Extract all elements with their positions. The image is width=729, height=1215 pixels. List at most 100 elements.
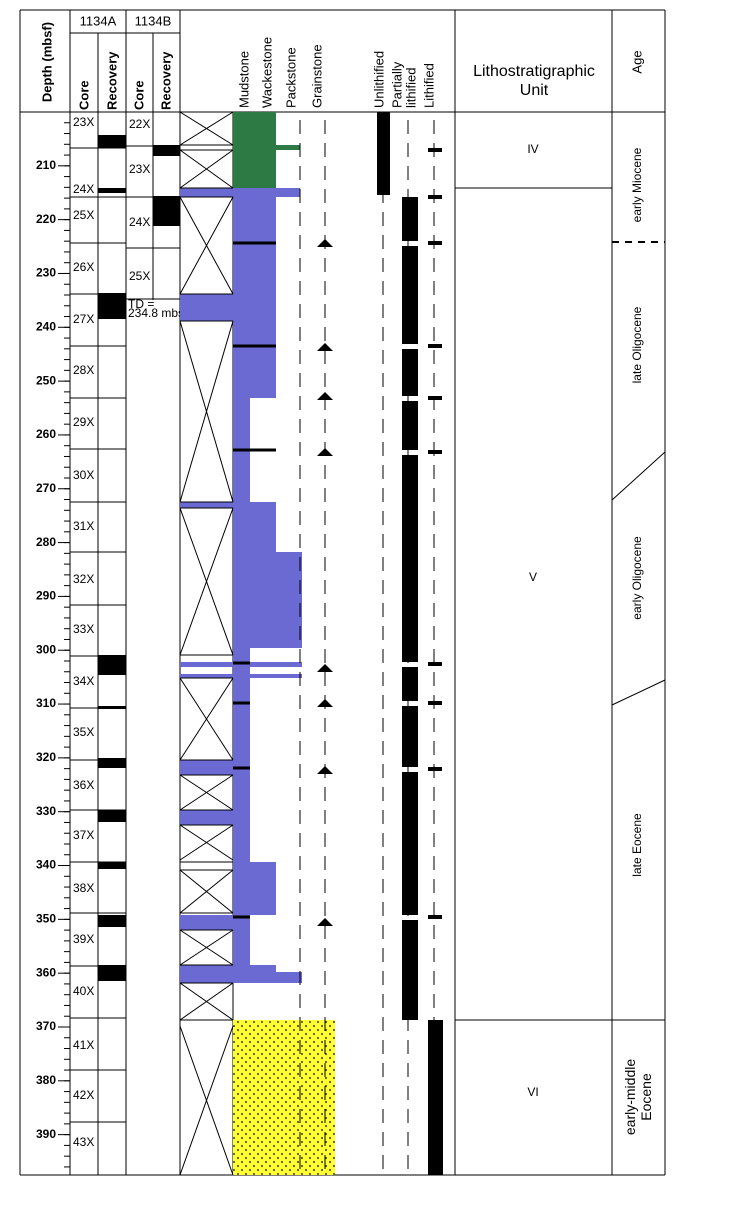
induration <box>428 148 442 152</box>
depth-label: 350 <box>36 912 56 926</box>
induration <box>428 767 442 771</box>
lithology <box>233 1020 335 1175</box>
induration <box>402 246 418 344</box>
recovery-gap <box>98 965 126 981</box>
induration <box>428 195 442 199</box>
induration <box>402 667 418 701</box>
unit-label: V <box>529 570 537 584</box>
core-header: Core <box>131 80 146 110</box>
core-label: 22X <box>129 117 150 131</box>
core-label: 29X <box>73 415 94 429</box>
rule <box>179 982 234 1021</box>
lithology-header: Wackestone <box>259 37 274 108</box>
recovery-gap <box>98 655 126 675</box>
depth-label: 270 <box>36 481 56 495</box>
recovery-gap <box>98 706 126 709</box>
lithology-header: Packstone <box>283 47 298 108</box>
rule <box>179 111 234 146</box>
core-label: 25X <box>129 269 150 283</box>
induration <box>402 920 418 1020</box>
lithology <box>180 502 276 508</box>
recovery-gap <box>98 810 126 822</box>
age-header: Age <box>629 50 644 73</box>
induration <box>428 701 442 705</box>
depth-label: 210 <box>36 158 56 172</box>
depth-label: 380 <box>36 1073 56 1087</box>
age-label: early Miocene <box>630 147 644 222</box>
rule <box>179 929 234 966</box>
core-label: 23X <box>129 162 150 176</box>
induration <box>402 349 418 396</box>
rule <box>611 679 666 706</box>
induration-header: lithified <box>403 68 418 108</box>
age-label: late Eocene <box>630 813 644 877</box>
hardground <box>233 661 250 665</box>
lithology <box>233 321 276 398</box>
depth-label: 250 <box>36 373 56 387</box>
core-label: 38X <box>73 881 94 895</box>
recovery-gap <box>153 196 180 226</box>
rule <box>179 824 234 861</box>
depth-label: 320 <box>36 750 56 764</box>
hardground <box>233 344 276 348</box>
hardground <box>233 448 276 452</box>
lithology <box>233 197 276 294</box>
grainstone-marker <box>317 448 333 456</box>
age-label: early Oligocene <box>630 536 644 620</box>
induration-header: Unlithified <box>371 51 386 108</box>
lithology <box>180 760 250 775</box>
lithology <box>233 825 250 862</box>
induration <box>428 662 442 666</box>
core-label: 28X <box>73 363 94 377</box>
grainstone-marker <box>317 664 333 672</box>
unit-label: VI <box>527 1085 538 1099</box>
lithology <box>180 294 276 321</box>
td-note: 234.8 mbsf <box>128 306 188 320</box>
lithology <box>233 930 250 965</box>
recovery-gap <box>98 293 126 319</box>
recovery-gap <box>98 915 126 927</box>
induration <box>428 241 442 245</box>
grainstone-marker <box>317 343 333 351</box>
depth-label: 280 <box>36 535 56 549</box>
depth-label: 310 <box>36 696 56 710</box>
core-header: Core <box>76 80 91 110</box>
lithology <box>180 674 302 678</box>
hardground <box>233 241 276 245</box>
recovery-gap <box>98 135 126 148</box>
core-label: 36X <box>73 778 94 792</box>
core-label: 41X <box>73 1038 94 1052</box>
unit-label: IV <box>527 142 538 156</box>
depth-header: Depth (mbsf) <box>39 22 54 102</box>
core-label: 35X <box>73 725 94 739</box>
induration <box>402 197 418 241</box>
lithology <box>233 678 250 760</box>
grainstone-marker <box>317 699 333 707</box>
induration <box>428 1020 443 1175</box>
depth-label: 330 <box>36 804 56 818</box>
induration-header: Partially <box>389 61 404 108</box>
lithology <box>180 965 276 972</box>
grainstone-marker <box>317 918 333 926</box>
hardground <box>233 915 250 919</box>
core-label: 30X <box>73 468 94 482</box>
induration <box>402 401 418 450</box>
rule <box>179 1025 234 1176</box>
rule <box>611 451 666 501</box>
lithology <box>233 552 302 648</box>
lithology <box>180 810 250 825</box>
unit-header: Lithostratigraphic Unit <box>473 63 595 99</box>
grainstone-marker <box>317 766 333 774</box>
age-label: late Oligocene <box>630 306 644 383</box>
grainstone-marker <box>317 392 333 400</box>
recovery-gap <box>98 862 126 869</box>
depth-label: 360 <box>36 965 56 979</box>
induration <box>428 344 442 348</box>
lithology <box>180 188 300 197</box>
lithology-header: Mudstone <box>236 51 251 108</box>
induration <box>402 706 418 767</box>
lithology <box>233 145 300 150</box>
depth-label: 340 <box>36 858 56 872</box>
